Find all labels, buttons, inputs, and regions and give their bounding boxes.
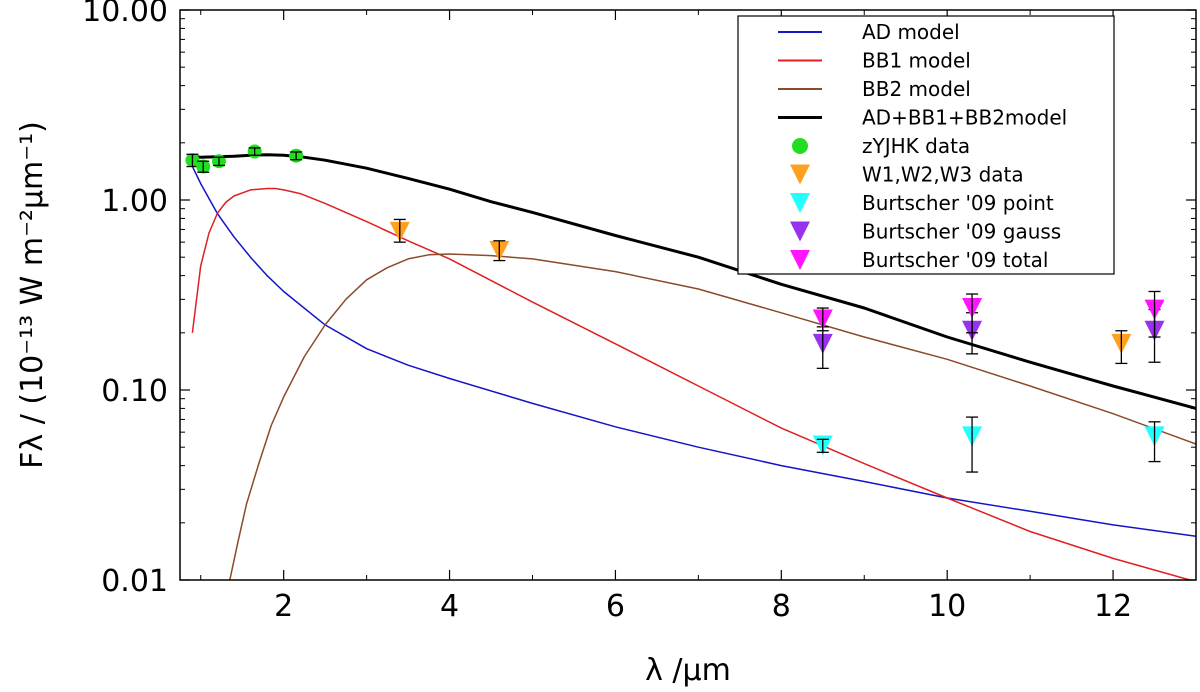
zyjhk-data-point	[289, 148, 304, 163]
legend-item-bb1-model: BB1 model	[778, 49, 971, 73]
legend-item-burtscher-09-gauss: Burtscher '09 gauss	[790, 220, 1061, 244]
burtscher-09-total-point	[812, 307, 833, 332]
legend-swatch	[792, 138, 808, 154]
legend: AD model BB1 model BB2 model AD+BB1+BB2mode…	[737, 15, 1115, 275]
legend-item-ad-bb1-bb2model: AD+BB1+BB2model	[778, 106, 1067, 130]
y-axis-label: Fλ / (10⁻¹³ W m⁻²μm⁻¹)	[15, 121, 50, 469]
legend-swatch	[790, 221, 810, 242]
x-axis-label: λ /μm	[645, 653, 731, 688]
w1-w2-w3-data-point	[389, 218, 410, 243]
data-markers	[185, 144, 1165, 473]
x-tick-label: 8	[772, 589, 791, 624]
burtscher-09-total-point	[1144, 290, 1165, 338]
x-tick-label: 6	[606, 589, 625, 624]
x-tick-label: 10	[928, 589, 966, 624]
y-tick-label: 0.01	[101, 564, 168, 599]
legend-label: BB1 model	[862, 49, 971, 73]
legend-item-zyjhk-data: zYJHK data	[792, 134, 970, 158]
burtscher-09-point-point	[1144, 421, 1165, 463]
zyjhk-data-point	[211, 154, 226, 169]
burtscher-09-gauss-point	[812, 326, 833, 370]
legend-item-burtscher-09-point: Burtscher '09 point	[790, 191, 1054, 215]
model-curves	[191, 153, 1196, 580]
legend-label: Burtscher '09 gauss	[862, 220, 1061, 244]
x-tick-label: 2	[274, 589, 293, 624]
zyjhk-data-point	[196, 159, 211, 174]
legend-label: Burtscher '09 total	[862, 248, 1048, 272]
legend-swatch	[790, 193, 810, 213]
legend-item-burtscher-09-total: Burtscher '09 total	[790, 248, 1048, 272]
w1-w2-w3-data-point	[489, 240, 510, 262]
legend-label: W1,W2,W3 data	[862, 163, 1024, 187]
zyjhk-data-point	[247, 144, 262, 159]
ad-bb1-bb2model-curve	[192, 153, 1196, 410]
bb1-model-curve	[191, 187, 1193, 580]
x-tick-label: 4	[440, 589, 459, 624]
legend-item-ad-model: AD model	[778, 20, 960, 44]
legend-swatch	[790, 250, 810, 270]
bb2-model-curve	[229, 253, 1196, 580]
legend-swatch	[790, 164, 810, 185]
x-tick-label: 12	[1094, 589, 1132, 624]
legend-label: AD model	[862, 20, 960, 44]
plot-frame	[179, 9, 1197, 581]
zyjhk-data-point	[185, 153, 200, 168]
burtscher-09-point-point	[962, 416, 983, 473]
axis-ticks: 2 4 6 8 10 12 0.01 0.10 1.00 10.00	[82, 0, 1197, 624]
burtscher-09-point-point	[812, 435, 833, 456]
w1-w2-w3-data-point	[1111, 330, 1132, 365]
y-tick-label: 10.00	[82, 0, 168, 29]
legend-label: AD+BB1+BB2model	[862, 106, 1067, 130]
legend-item-w1-w2-w3-data: W1,W2,W3 data	[790, 163, 1024, 187]
legend-item-bb2-model: BB2 model	[778, 77, 971, 101]
ad-model-curve	[191, 166, 1196, 537]
legend-label: BB2 model	[862, 77, 971, 101]
burtscher-09-total-point	[962, 293, 983, 334]
legend-label: zYJHK data	[862, 134, 970, 158]
legend-label: Burtscher '09 point	[862, 191, 1054, 215]
y-tick-label: 1.00	[101, 184, 168, 219]
y-tick-label: 0.10	[101, 374, 168, 409]
